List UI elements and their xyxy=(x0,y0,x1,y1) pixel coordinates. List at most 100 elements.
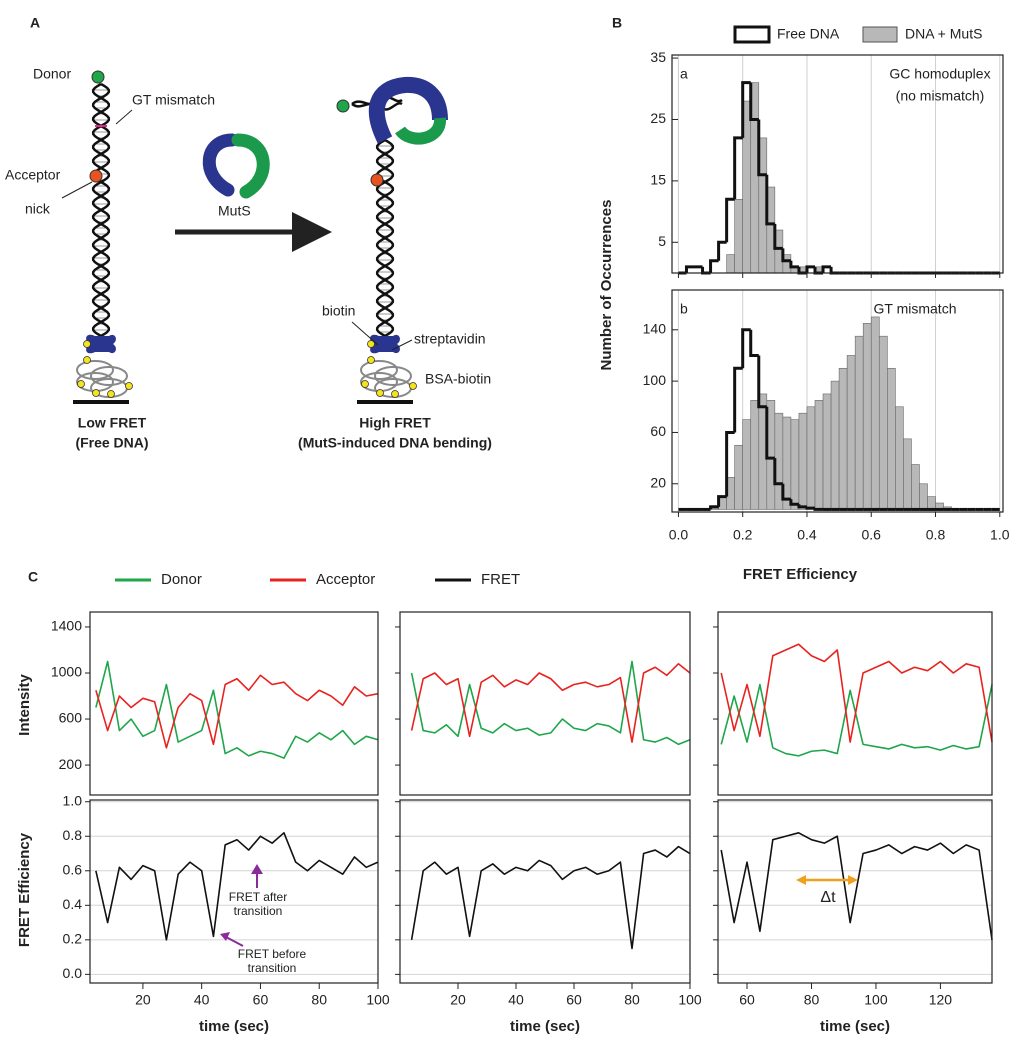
x-tick-label: 0.8 xyxy=(926,527,946,543)
muts-subunit xyxy=(231,133,270,199)
histogram-step xyxy=(749,329,759,357)
plot-frame xyxy=(717,799,993,984)
bsa-label: BSA-biotin xyxy=(425,371,491,387)
acceptor-dye xyxy=(89,169,103,183)
streptavidin xyxy=(370,334,400,354)
legend-label: Free DNA xyxy=(777,26,840,42)
histogram-bar xyxy=(927,496,936,510)
histogram-bar xyxy=(887,367,896,510)
fret-trace xyxy=(410,845,691,950)
x-tick-label: 0.6 xyxy=(862,527,882,543)
histogram-bar xyxy=(750,400,760,510)
muts-subunit xyxy=(368,76,448,144)
y-tick-label: 0.6 xyxy=(63,861,83,877)
plot-frame xyxy=(89,611,379,796)
biotin-label: biotin xyxy=(322,303,355,319)
histogram-step xyxy=(789,499,799,506)
biotin-dot xyxy=(367,340,375,348)
panel-sublabel: a xyxy=(680,66,688,82)
biotin-dot xyxy=(83,356,91,364)
histogram-step xyxy=(813,507,824,511)
acceptor-trace xyxy=(95,674,379,749)
dna-strand xyxy=(375,138,395,342)
arrow-head xyxy=(796,875,806,885)
x-tick-label: 100 xyxy=(678,992,702,1008)
histogram-step xyxy=(733,366,743,433)
plot-frame xyxy=(399,799,691,984)
histogram-bar xyxy=(838,367,848,510)
annotation: Δt xyxy=(820,889,836,906)
biotin-dot xyxy=(92,389,100,397)
histogram-bar xyxy=(870,316,880,510)
histogram-bar xyxy=(742,419,752,510)
panel-sublabel: b xyxy=(680,301,688,317)
donor-trace xyxy=(720,683,993,757)
plot-frame xyxy=(89,799,379,984)
arrow-head xyxy=(220,932,230,941)
plot-frame xyxy=(717,611,993,796)
histogram-bar xyxy=(726,254,735,274)
y-tick-label: 1.0 xyxy=(63,792,83,808)
biotin-dot xyxy=(77,380,85,388)
nick-label: nick xyxy=(25,201,51,217)
histogram-step xyxy=(717,495,727,507)
y-axis-label: FRET Efficiency xyxy=(16,832,33,947)
leader-line xyxy=(351,321,379,346)
histogram-step xyxy=(741,328,751,369)
y-tick-label: 0.8 xyxy=(63,827,83,843)
annotation: (no mismatch) xyxy=(896,88,985,104)
y-tick-label: 25 xyxy=(650,110,666,126)
mismatch-label: GT mismatch xyxy=(132,92,215,108)
acceptor-trace xyxy=(720,643,993,743)
histogram-step xyxy=(741,81,751,138)
bsa xyxy=(90,366,128,386)
y-axis-label: Number of Occurrences xyxy=(598,200,615,371)
caption: (Free DNA) xyxy=(75,435,148,451)
histogram-bar xyxy=(734,444,743,510)
histogram-bar xyxy=(846,355,856,510)
histogram-step xyxy=(765,406,775,460)
histogram-step xyxy=(773,223,783,250)
muts-subunit xyxy=(395,117,446,145)
legend-swatch xyxy=(862,26,898,43)
y-tick-label: 140 xyxy=(643,320,667,336)
histogram-step xyxy=(725,430,735,497)
histogram-step xyxy=(797,504,807,509)
histogram-step xyxy=(781,483,791,501)
y-tick-label: 100 xyxy=(643,372,667,388)
panel-label: C xyxy=(28,569,38,585)
x-tick-label: 80 xyxy=(804,992,820,1008)
histogram-step xyxy=(717,240,727,261)
x-tick-label: 60 xyxy=(253,992,269,1008)
y-tick-label: 60 xyxy=(650,423,666,439)
y-tick-label: 0.2 xyxy=(63,931,83,947)
legend-label: Acceptor xyxy=(316,571,375,588)
bsa xyxy=(360,360,398,380)
y-tick-label: 35 xyxy=(650,49,666,65)
histogram-step xyxy=(757,355,767,409)
legend-label: Donor xyxy=(161,571,202,588)
muts-label: MutS xyxy=(218,203,251,219)
x-tick-label: 1.0 xyxy=(990,527,1010,543)
histogram-step xyxy=(725,197,735,243)
x-tick-label: 60 xyxy=(566,992,582,1008)
y-tick-label: 5 xyxy=(658,233,666,249)
histogram-step xyxy=(709,259,719,273)
y-tick-label: 0.4 xyxy=(63,896,83,912)
annotation: transition xyxy=(248,961,297,975)
y-tick-label: 0.0 xyxy=(63,965,83,981)
donor-trace xyxy=(95,660,379,759)
legend-swatch xyxy=(733,25,771,44)
arrow xyxy=(225,936,244,947)
donor-dye xyxy=(336,99,350,113)
bsa xyxy=(374,366,412,386)
bsa xyxy=(76,360,114,380)
fret-trace xyxy=(95,832,379,941)
plot-frame xyxy=(671,289,1004,513)
panel-label: B xyxy=(612,15,622,31)
x-axis-label: time (sec) xyxy=(199,1018,269,1035)
histogram-step xyxy=(781,248,791,263)
caption: (MutS-induced DNA bending) xyxy=(298,435,492,451)
acceptor-dye xyxy=(370,173,384,187)
